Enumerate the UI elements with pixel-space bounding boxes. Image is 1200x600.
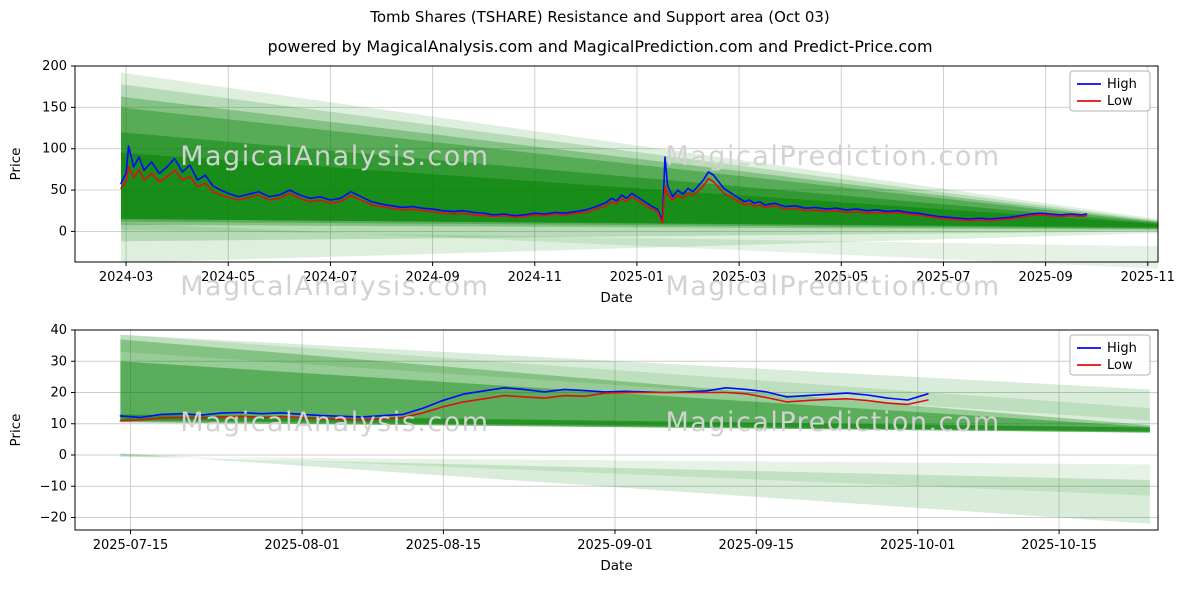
bottom-low-line <box>119 391 929 422</box>
svg-text:150: 150 <box>42 100 67 115</box>
svg-text:2024-11: 2024-11 <box>508 270 562 285</box>
svg-text:20: 20 <box>50 386 67 401</box>
top-plot-border <box>74 65 1159 263</box>
watermark-magicalanalysis: MagicalAnalysis.com <box>180 271 489 302</box>
svg-text:2025-08-15: 2025-08-15 <box>406 538 482 553</box>
svg-text:2025-05: 2025-05 <box>814 270 868 285</box>
top-xlabel: Date <box>600 290 632 306</box>
svg-text:0: 0 <box>59 448 67 463</box>
svg-text:50: 50 <box>50 183 67 198</box>
svg-text:2025-01: 2025-01 <box>610 270 664 285</box>
bottom-legend: High Low <box>1069 334 1151 376</box>
svg-text:40: 40 <box>50 323 67 338</box>
svg-text:2024-09: 2024-09 <box>405 270 459 285</box>
svg-text:2025-09-15: 2025-09-15 <box>719 538 795 553</box>
svg-text:2025-07-15: 2025-07-15 <box>93 538 169 553</box>
bottom-watermarks: MagicalAnalysis.com MagicalPrediction.com <box>180 407 1000 438</box>
svg-text:2025-10-15: 2025-10-15 <box>1021 538 1097 553</box>
watermark-magicalprediction: MagicalPrediction.com <box>665 141 1000 172</box>
svg-text:200: 200 <box>42 59 67 74</box>
svg-text:0: 0 <box>59 224 67 239</box>
top-ylabel: Price <box>8 148 24 181</box>
watermark-magicalanalysis: MagicalAnalysis.com <box>180 141 489 172</box>
svg-text:2024-07: 2024-07 <box>303 270 357 285</box>
bottom-ylabel: Price <box>8 414 24 447</box>
svg-text:Low: Low <box>1107 358 1133 373</box>
top-high-line <box>120 145 1088 222</box>
svg-text:10: 10 <box>50 417 67 432</box>
figure-title: Tomb Shares (TSHARE) Resistance and Supp… <box>370 8 830 26</box>
svg-text:2025-09-01: 2025-09-01 <box>577 538 653 553</box>
watermark-magicalprediction: MagicalPrediction.com <box>665 407 1000 438</box>
bottom-xlabel: Date <box>600 558 632 574</box>
figure-subtitle: powered by MagicalAnalysis.com and Magic… <box>267 37 933 56</box>
top-legend: High Low <box>1069 70 1151 112</box>
svg-text:2025-08-01: 2025-08-01 <box>264 538 340 553</box>
bottom-high-line <box>119 387 929 419</box>
svg-text:100: 100 <box>42 142 67 157</box>
svg-text:2025-03: 2025-03 <box>712 270 766 285</box>
top-price-chart: 2024-03 2024-05 2024-07 2024-09 2024-11 2025-… <box>8 59 1175 306</box>
svg-text:2025-09: 2025-09 <box>1018 270 1072 285</box>
top-axis-ticks: 2024-03 2024-05 2024-07 2024-09 2024-11 2025-… <box>42 59 1175 285</box>
top-support-resistance-bands <box>121 72 1158 269</box>
svg-text:2025-10-01: 2025-10-01 <box>880 538 956 553</box>
watermark-magicalprediction: MagicalPrediction.com <box>665 271 1000 302</box>
svg-text:2025-11: 2025-11 <box>1121 270 1175 285</box>
svg-text:2024-05: 2024-05 <box>201 270 255 285</box>
svg-text:−20: −20 <box>40 511 67 526</box>
svg-text:−10: −10 <box>40 479 67 494</box>
top-low-line <box>120 166 1088 224</box>
svg-text:High: High <box>1107 77 1137 92</box>
svg-text:2024-03: 2024-03 <box>99 270 153 285</box>
svg-text:2025-07: 2025-07 <box>916 270 970 285</box>
svg-text:High: High <box>1107 341 1137 356</box>
top-watermarks: MagicalAnalysis.com MagicalPrediction.com… <box>180 141 1000 302</box>
svg-text:30: 30 <box>50 354 67 369</box>
bottom-axis-ticks: 2025-07-15 2025-08-01 2025-08-15 2025-09-01… <box>40 323 1097 553</box>
svg-text:Low: Low <box>1107 94 1133 109</box>
bottom-price-chart: 2025-07-15 2025-08-01 2025-08-15 2025-09-01… <box>8 323 1159 574</box>
watermark-magicalanalysis: MagicalAnalysis.com <box>180 407 489 438</box>
bottom-plot-border <box>74 329 1159 531</box>
